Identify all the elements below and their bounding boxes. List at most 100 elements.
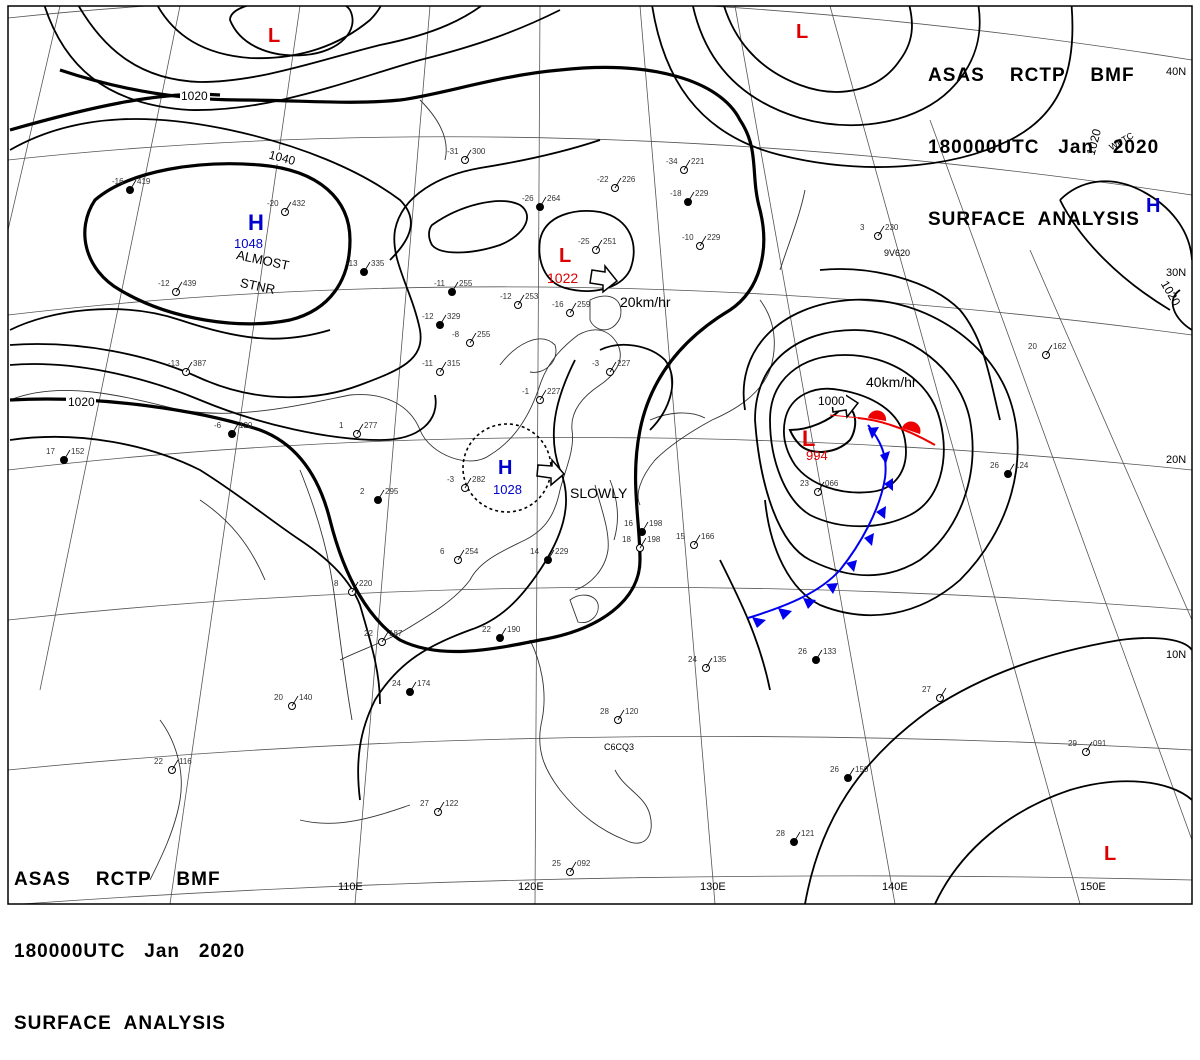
wind-barb [815,649,823,661]
station-temperature: 16 [624,519,633,528]
station-pressure: 255 [459,279,473,288]
station-plot: 20 162 [1028,342,1067,359]
station-temperature: 14 [530,547,539,556]
wind-barb [129,179,137,191]
wind-barb [539,389,547,401]
wind-barb [363,261,371,273]
wind-barb [381,631,389,643]
wind-barb [1045,344,1053,356]
station-plot: 27 [922,685,947,702]
station-pressure: 221 [691,157,705,166]
station-pressure: 124 [1015,461,1029,470]
station-temperature: 22 [154,757,163,766]
wind-barb [641,521,649,533]
high-1028-motion: SLOWLY [570,485,628,501]
station-temperature: -3 [447,475,455,484]
station-pressure: 432 [292,199,306,208]
station-temperature: 26 [990,461,999,470]
station-pressure: 227 [547,387,561,396]
station-pressure: 230 [885,223,899,232]
station-pressure: 162 [1053,342,1067,351]
high-marker-east: H [1146,195,1160,217]
station-plot: 6 254 [440,547,479,564]
station-plot: 25 092 [552,859,591,876]
isobar-label-1000: 1000 [818,394,845,408]
isobar-label-1020-ne: 1020 [1084,127,1105,157]
wind-barb [683,159,691,171]
station-plot: -13 335 [346,259,385,276]
cold-front [747,424,893,628]
station-pressure: 135 [713,655,727,664]
station-plot: -12 329 [422,312,461,329]
isobars [9,6,1192,904]
station-plot: -20 432 [267,199,306,216]
station-temperature: 29 [1068,739,1077,748]
header-bottom-line1: ASAS RCTP BMF [14,869,221,890]
wind-barb [284,201,292,213]
station-plot: -13 387 [168,359,207,376]
station-temperature: -1 [522,387,530,396]
wind-barb [175,281,183,293]
station-pressure: 259 [577,300,591,309]
station-pressure: 335 [371,259,385,268]
lon-label-150e: 150E [1080,881,1106,893]
station-temperature: 2 [360,487,365,496]
lon-label-120e: 120E [518,881,544,893]
station-pressure: 150 [855,765,869,774]
station-pressure: 187 [389,629,403,638]
station-temperature: 25 [552,859,561,868]
station-pressure: 166 [701,532,715,541]
low-1022-marker: L [559,245,571,267]
station-temperature: 24 [392,679,401,688]
station-plot: -12 439 [158,279,197,296]
station-plot: 1 277 [339,421,378,438]
lat-label-10n: 10N [1166,649,1186,661]
station-plot: -12 253 [500,292,539,309]
station-pressure: 133 [823,647,837,656]
wind-barb [939,687,947,699]
wind-barb [171,759,179,771]
coastlines [9,99,806,881]
station-pressure: 329 [447,312,461,321]
station-pressure: 255 [477,330,491,339]
station-plot: 28 120 [600,707,639,724]
station-plot: 23 066 [800,479,839,496]
wind-barb [539,196,547,208]
wind-barb [457,549,465,561]
station-temperature: -18 [670,189,682,198]
station-temperature: 23 [800,479,809,488]
station-pressure: 091 [1093,739,1107,748]
station-plot: 22 190 [482,625,521,642]
station-plot: -31 300 [447,147,486,164]
station-pressure: 174 [417,679,431,688]
wind-barb [687,191,695,203]
low-marker-southeast: L [1104,843,1116,865]
wind-barb [517,294,525,306]
station-plot: -1 227 [522,387,561,404]
wind-barb [877,225,885,237]
wind-barb [847,767,855,779]
station-temperature: 28 [600,707,609,716]
wind-barb [291,695,299,707]
header-top-line2: 180000UTC Jan 2020 [928,137,1160,158]
station-temperature: -16 [112,177,124,186]
station-pressure: 229 [695,189,709,198]
station-temperature: -11 [434,279,446,288]
station-pressure: 220 [359,579,373,588]
station-plot: 15 166 [676,532,715,549]
station-temperature: -12 [500,292,512,301]
lat-label-30n: 30N [1166,267,1186,279]
wind-barb [464,477,472,489]
station-pressure: 226 [622,175,636,184]
station-temperature: -12 [158,279,170,288]
station-pressure: 254 [465,547,479,556]
high-1048-marker: H [248,210,264,235]
station-temperature: 1 [339,421,344,430]
station-temperature: 20 [1028,342,1037,351]
wind-barb [547,549,555,561]
station-pressure: 251 [603,237,617,246]
station-temperature: 18 [622,535,631,544]
station-pressure: 198 [649,519,663,528]
wind-barb [569,861,577,873]
longitude-labels: 110E 120E 130E 140E 150E [338,881,1106,893]
